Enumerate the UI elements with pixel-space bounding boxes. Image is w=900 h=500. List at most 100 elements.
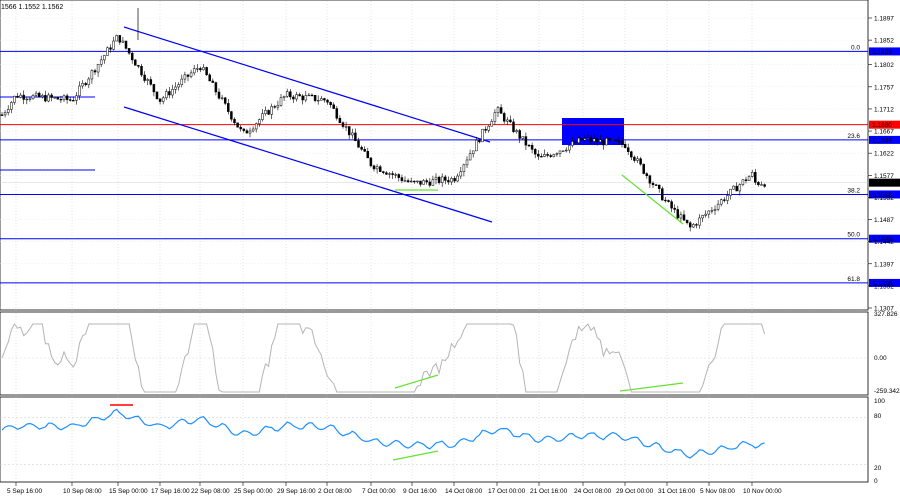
- candle-bull: [592, 138, 596, 142]
- candle-bull: [552, 154, 556, 157]
- candle-bear: [143, 74, 146, 81]
- candle-bear: [509, 119, 512, 123]
- candle-bear: [654, 184, 658, 186]
- candle-bear: [84, 83, 87, 86]
- candle-bull: [375, 166, 379, 170]
- time-axis: 5 Sep 16:00 10 Sep 08:00 15 Sep 00:00 17 Se…: [7, 482, 782, 495]
- cci-axis-label: 0.00: [874, 355, 887, 362]
- candle-bull: [434, 176, 438, 180]
- candle-bull: [87, 78, 91, 86]
- candle-bear: [68, 99, 72, 101]
- candle-bull: [196, 68, 199, 70]
- candle-bear: [313, 94, 317, 101]
- time-axis-label: 29 Oct 00:00: [616, 488, 654, 495]
- candle-bull: [707, 210, 711, 215]
- level-lines: 0.0 1.1829 1.1680 23.6 1.1649 38.2 1.1538 50.0 1…: [0, 44, 900, 287]
- ohlc-header: 1566 1.1552 1.1562: [1, 4, 63, 11]
- candle-bear: [310, 94, 314, 97]
- candle-bear: [682, 214, 686, 221]
- candle-bull: [760, 184, 763, 186]
- candle-bear: [580, 137, 583, 141]
- candle-bull: [19, 94, 22, 98]
- candle-bear: [217, 91, 221, 99]
- candle-bear: [357, 140, 360, 148]
- candle-bull: [261, 113, 264, 120]
- candle-bull: [62, 95, 66, 101]
- candle-bear: [152, 84, 156, 93]
- candle-bear: [223, 97, 227, 104]
- candle-bull: [161, 97, 165, 102]
- candle-bull: [636, 158, 639, 161]
- candle-bull: [403, 180, 407, 182]
- candle-bull: [202, 67, 205, 71]
- candle-bear: [623, 143, 627, 148]
- divergence-lines: [392, 174, 684, 461]
- candle-bull: [96, 64, 100, 73]
- level-price-tag: [869, 47, 900, 56]
- descending-channel: [123, 26, 493, 223]
- cci-indicator: 327.826 0.00 -259.342: [0, 311, 900, 395]
- candle-bear: [347, 126, 351, 136]
- candle-bull: [220, 97, 224, 99]
- level-price-tag: [869, 234, 900, 243]
- price-axis-label: 1.1757: [874, 84, 894, 91]
- candle-bear: [360, 147, 363, 150]
- level-price-text: 1.1448: [872, 236, 892, 243]
- candle-bull: [99, 59, 103, 65]
- rsi-panel-frame: [0, 396, 869, 483]
- candle-bull: [112, 40, 115, 50]
- candle-bull: [577, 137, 580, 143]
- candle-bear: [292, 96, 295, 100]
- rsi-axis-label: 80: [874, 413, 882, 420]
- candle-bull: [78, 85, 81, 97]
- candle-bull: [320, 98, 323, 101]
- candle-bull: [583, 138, 587, 141]
- candle-bear: [130, 52, 134, 61]
- price-axis-label: 1.1532: [874, 195, 894, 202]
- candle-bear: [134, 59, 137, 66]
- candle-bull: [605, 138, 608, 146]
- price-axis-label: 1.1852: [874, 38, 894, 45]
- candle-bear: [533, 149, 537, 155]
- candle-bear: [239, 126, 242, 130]
- candle-bear: [22, 94, 25, 100]
- candle-bull: [741, 179, 745, 185]
- candle-bull: [440, 176, 444, 183]
- candle-bear: [326, 99, 329, 103]
- candle-bull: [295, 94, 298, 100]
- candle-bear: [149, 79, 153, 85]
- candle-bear: [323, 98, 326, 101]
- candle-bear: [444, 176, 447, 181]
- time-axis-label: 10 Sep 08:00: [63, 488, 102, 495]
- candle-bull: [25, 98, 29, 101]
- candle-bear: [648, 175, 652, 184]
- level-price-tag: [869, 190, 900, 199]
- candle-bear: [140, 65, 143, 76]
- candle-bull: [41, 95, 44, 98]
- candle-bear: [44, 95, 47, 102]
- candle-bear: [137, 65, 140, 67]
- candle-bull: [738, 184, 742, 192]
- candle-bull: [47, 94, 50, 102]
- level-price-text: 1.1829: [872, 49, 892, 56]
- candle-bull: [53, 97, 56, 99]
- candle-bear: [437, 176, 441, 183]
- candle-bull: [515, 130, 518, 133]
- candle-bear: [626, 147, 630, 152]
- candle-bull: [496, 107, 500, 114]
- candle-bull: [416, 180, 419, 183]
- candle-bear: [670, 201, 673, 209]
- candle-bull: [698, 217, 701, 226]
- candle-bear: [205, 67, 208, 76]
- cci-line: [1, 323, 766, 393]
- candle-bear: [369, 157, 373, 167]
- candle-bull: [75, 95, 78, 101]
- candle-bull: [146, 79, 149, 81]
- candle-bear: [158, 98, 162, 102]
- candle-bear: [338, 117, 342, 123]
- candle-bear: [763, 184, 766, 187]
- candle-bull: [279, 97, 283, 106]
- candle-bear: [335, 108, 339, 119]
- candle-bear: [16, 95, 19, 98]
